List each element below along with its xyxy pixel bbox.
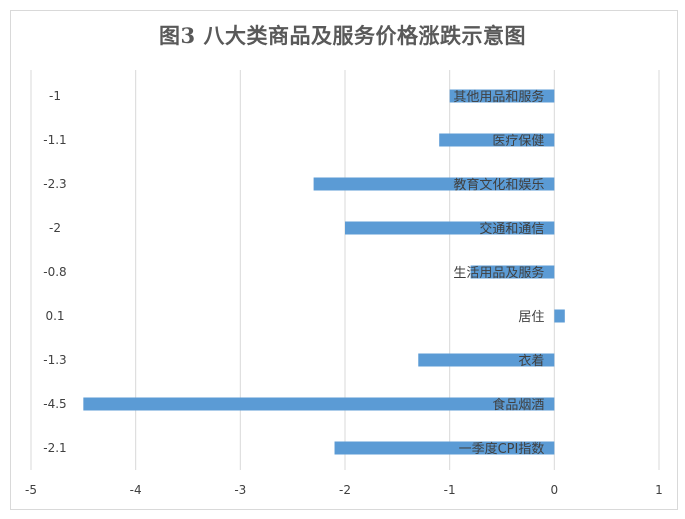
value-label-4: -0.8 (43, 265, 66, 279)
x-tick-label-1: -4 (130, 483, 142, 497)
category-label-1: 医疗保健 (492, 134, 544, 149)
value-label-2: -2.3 (43, 177, 66, 191)
bar-4 (470, 265, 555, 279)
bar-7 (83, 397, 555, 411)
bar-2 (313, 177, 555, 191)
bar-1 (439, 133, 555, 147)
value-label-3: -2 (49, 221, 61, 235)
category-label-0: 其他用品和服务 (453, 89, 544, 105)
value-label-6: -1.3 (43, 353, 66, 367)
value-label-1: -1.1 (43, 133, 66, 147)
category-label-2: 教育文化和娱乐 (453, 177, 544, 193)
value-label-7: -4.5 (43, 397, 66, 411)
x-tick-label-2: -3 (234, 483, 246, 497)
category-label-6: 衣着 (518, 353, 544, 369)
bar-0 (449, 89, 555, 103)
category-label-7: 食品烟酒 (492, 397, 544, 413)
chart-frame (10, 10, 678, 510)
x-tick-label-4: -1 (444, 483, 456, 497)
x-tick-label-5: 0 (551, 483, 559, 497)
value-label-8: -2.1 (43, 441, 66, 455)
chart-title: 图3 八大类商品及服务价格涨跌示意图 (159, 23, 526, 48)
x-tick-label-0: -5 (25, 483, 37, 497)
value-label-0: -1 (49, 89, 61, 103)
category-label-4: 生活用品及服务 (453, 265, 544, 281)
category-label-5: 居住 (518, 310, 544, 325)
category-label-3: 交通和通信 (479, 221, 544, 237)
category-label-8: 一季度CPI指数 (459, 441, 545, 457)
x-tick-label-6: 1 (655, 483, 663, 497)
value-label-5: 0.1 (45, 309, 64, 323)
bar-6 (418, 353, 555, 367)
bar-8 (334, 441, 555, 455)
bar-5 (554, 309, 565, 323)
x-tick-label-3: -2 (339, 483, 351, 497)
bar-3 (345, 221, 555, 235)
